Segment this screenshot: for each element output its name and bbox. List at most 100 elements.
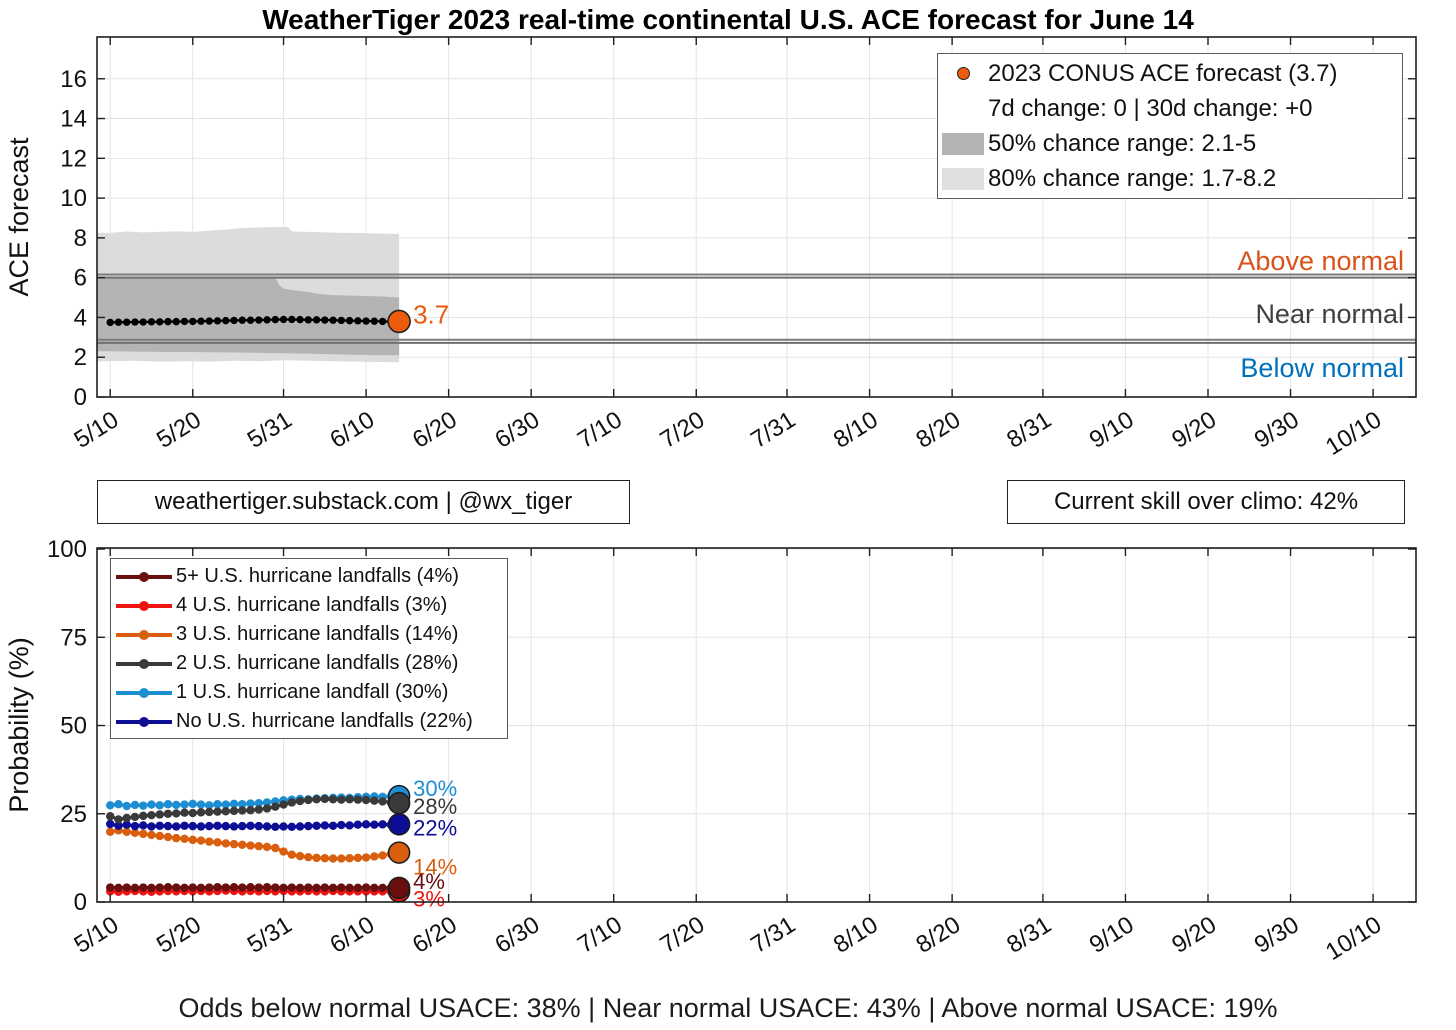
- x-tick-label: 8/10: [829, 406, 883, 454]
- x-tick-label: 5/31: [243, 406, 297, 454]
- x-tick-label: 5/10: [69, 406, 123, 454]
- legend-label: No U.S. hurricane landfalls (22%): [176, 710, 473, 732]
- tick-marks: [97, 548, 1416, 903]
- ace-forecast-legend: 2023 CONUS ACE forecast (3.7) 7d change: …: [937, 53, 1403, 199]
- end-value-label: 30%: [413, 776, 457, 801]
- legend-entry: 50% chance range: 2.1-5: [938, 126, 1402, 161]
- x-tick-label: 7/20: [655, 911, 709, 959]
- x-tick-label: 7/20: [655, 406, 709, 454]
- series-5-u-s-hurricane-landfalls: [106, 882, 404, 893]
- end-value-label: 22%: [413, 815, 457, 840]
- page-title: WeatherTiger 2023 real-time continental …: [262, 4, 1194, 35]
- legend-entry: 2023 CONUS ACE forecast (3.7): [938, 56, 1402, 91]
- legend-label: 2 U.S. hurricane landfalls (28%): [176, 652, 459, 674]
- end-marker: [387, 841, 411, 864]
- legend-entry: 1 U.S. hurricane landfall (30%): [111, 678, 507, 707]
- legend-label: 80% chance range: 1.7-8.2: [988, 164, 1277, 192]
- legend-entry: 4 U.S. hurricane landfalls (3%): [111, 591, 507, 620]
- forecast-dot-icon: [956, 67, 970, 80]
- legend-entry: 7d change: 0 | 30d change: +0: [938, 91, 1402, 126]
- y-tick-label: 2: [74, 344, 87, 371]
- x-tick-label: 6/20: [408, 406, 462, 454]
- end-value-label: 28%: [413, 794, 457, 819]
- series-2023-conus-ace-forecast: [106, 315, 403, 327]
- end-marker: [387, 791, 411, 815]
- legend-label: 5+ U.S. hurricane landfalls (4%): [176, 565, 459, 587]
- x-tick-label: 8/10: [829, 911, 883, 959]
- legend-entry: 2 U.S. hurricane landfalls (28%): [111, 649, 507, 678]
- x-tick-label: 10/10: [1321, 911, 1386, 966]
- x-tick-label: 9/30: [1250, 911, 1304, 959]
- legend-entry: 3 U.S. hurricane landfalls (14%): [111, 620, 507, 649]
- range-patch-icon: [942, 167, 984, 190]
- series-no-u-s-hurricane-landfalls: [106, 819, 404, 832]
- series-2-u-s-hurricane-landfalls: [106, 794, 404, 824]
- x-tick-label: 9/20: [1167, 406, 1221, 454]
- x-tick-label: 8/31: [1002, 911, 1056, 959]
- legend-label: 2023 CONUS ACE forecast (3.7): [988, 59, 1338, 87]
- y-tick-label: 12: [60, 145, 87, 172]
- y-tick-label: 0: [74, 889, 87, 916]
- legend-label: 50% chance range: 2.1-5: [988, 129, 1257, 157]
- x-tick-label: 7/10: [573, 911, 627, 959]
- x-tick-label: 9/10: [1085, 406, 1139, 454]
- y-tick-label: 0: [74, 384, 87, 411]
- y-tick-label: 16: [60, 66, 87, 93]
- legend-label: 1 U.S. hurricane landfall (30%): [176, 681, 449, 703]
- range-patch-icon: [942, 132, 984, 155]
- x-tick-label: 5/20: [152, 406, 206, 454]
- y-tick-label: 25: [60, 801, 87, 828]
- annotation-near-normal: Near normal: [1255, 299, 1404, 329]
- series-line-icon: [116, 687, 172, 699]
- x-tick-label: 10/10: [1321, 406, 1386, 461]
- forecast-end-marker: [387, 309, 411, 334]
- x-tick-label: 6/30: [490, 406, 544, 454]
- x-tick-label: 8/20: [911, 406, 965, 454]
- legend-label: 7d change: 0 | 30d change: +0: [988, 94, 1313, 122]
- x-tick-label: 9/30: [1250, 406, 1304, 454]
- attribution-box: weathertiger.substack.com | @wx_tiger: [97, 480, 630, 524]
- series-line-icon: [116, 629, 172, 641]
- x-tick-label: 9/10: [1085, 911, 1139, 959]
- y-tick-label: 4: [74, 304, 87, 331]
- legend-label: 3 U.S. hurricane landfalls (14%): [176, 623, 459, 645]
- x-tick-label: 8/20: [911, 911, 965, 959]
- y-tick-label: 10: [60, 185, 87, 212]
- x-tick-label: 6/20: [408, 911, 462, 959]
- end-value-label: 14%: [413, 855, 457, 880]
- end-value-label: 3%: [413, 886, 445, 911]
- tick-marks: [97, 37, 1416, 398]
- x-tick-label: 9/20: [1167, 911, 1221, 959]
- annotation-above-normal: Above normal: [1237, 246, 1404, 276]
- x-tick-label: 5/31: [243, 911, 297, 959]
- end-marker: [387, 876, 411, 900]
- y-tick-label: 14: [60, 106, 87, 133]
- legend-entry: 80% chance range: 1.7-8.2: [938, 161, 1402, 196]
- x-tick-label: 8/31: [1002, 406, 1056, 454]
- y-tick-label: 75: [60, 624, 87, 651]
- legend-entry: 5+ U.S. hurricane landfalls (4%): [111, 562, 507, 591]
- skill-box: Current skill over climo: 42%: [1007, 480, 1405, 524]
- annotation-below-normal: Below normal: [1240, 353, 1404, 383]
- x-tick-label: 6/30: [490, 911, 544, 959]
- y-tick-label: 8: [74, 225, 87, 252]
- x-tick-label: 7/10: [573, 406, 627, 454]
- series-line-icon: [116, 600, 172, 612]
- y-axis-label: ACE forecast: [4, 137, 34, 297]
- legend-label: 4 U.S. hurricane landfalls (3%): [176, 594, 448, 616]
- y-tick-label: 100: [47, 536, 87, 563]
- y-tick-label: 6: [74, 265, 87, 292]
- x-tick-label: 7/31: [746, 406, 800, 454]
- series-3-u-s-hurricane-landfalls: [106, 826, 404, 863]
- series-line-icon: [116, 716, 172, 728]
- end-value-label: 4%: [413, 869, 445, 894]
- end-marker: [387, 813, 411, 836]
- x-tick-label: 5/10: [69, 911, 123, 959]
- band-50-chance-range: [97, 277, 400, 356]
- x-tick-label: 5/20: [152, 911, 206, 959]
- series-line-icon: [116, 571, 172, 583]
- series-line-icon: [116, 658, 172, 670]
- plot-border: [96, 36, 1417, 398]
- x-tick-label: 7/31: [746, 911, 800, 959]
- usace-odds-caption: Odds below normal USACE: 38% | Near norm…: [178, 993, 1278, 1023]
